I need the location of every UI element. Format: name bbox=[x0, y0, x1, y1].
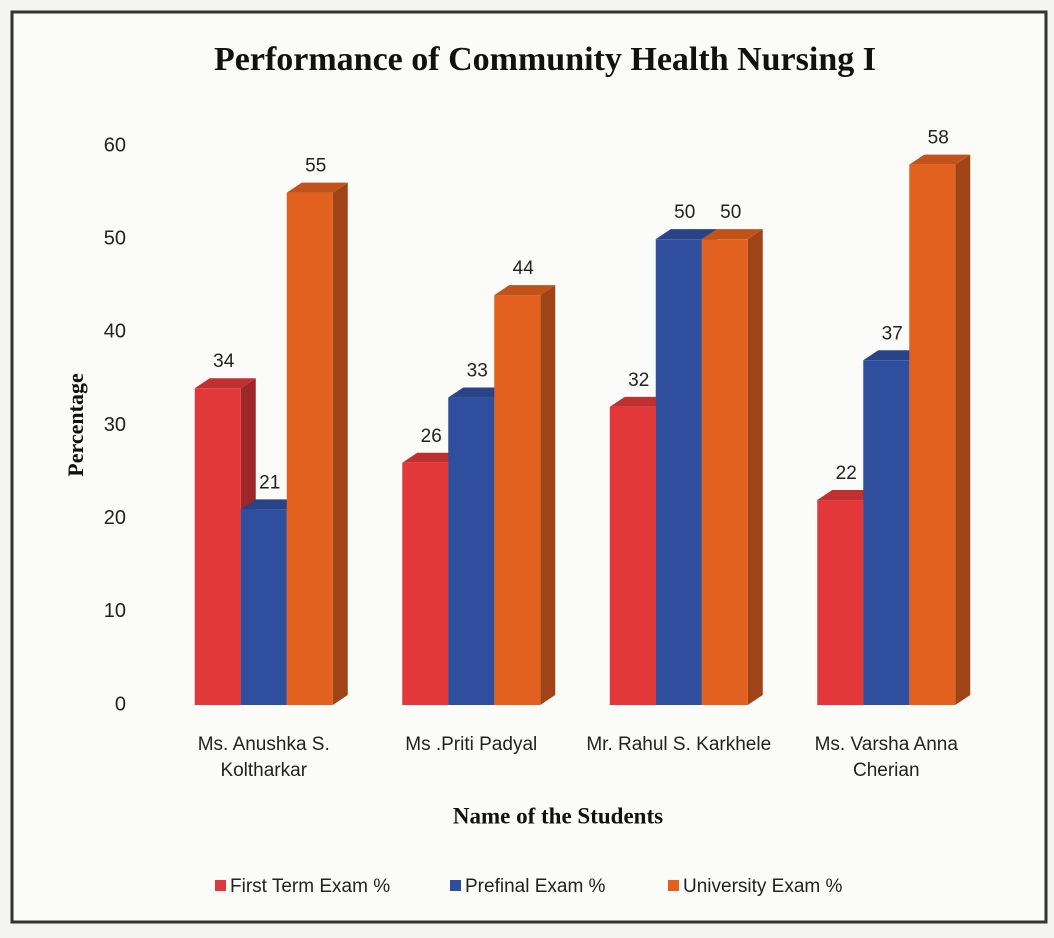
data-label: 58 bbox=[928, 128, 949, 149]
bar-top bbox=[286, 182, 348, 193]
bar bbox=[863, 360, 910, 705]
chart-title: Performance of Community Health Nursing … bbox=[214, 41, 876, 78]
legend-label: First Term Exam % bbox=[230, 876, 390, 897]
y-tick-label: 30 bbox=[104, 414, 126, 436]
y-axis-label: Percentage bbox=[63, 373, 88, 477]
bar bbox=[402, 462, 449, 705]
data-label: 55 bbox=[305, 156, 326, 177]
bar-top bbox=[240, 499, 302, 510]
bar-side bbox=[955, 154, 971, 706]
data-label: 34 bbox=[213, 351, 235, 372]
data-label: 22 bbox=[836, 463, 857, 484]
data-label: 33 bbox=[467, 361, 488, 382]
y-tick-label: 60 bbox=[104, 134, 126, 156]
x-tick-label: Ms. Varsha Anna Cherian bbox=[814, 734, 958, 781]
bar bbox=[609, 406, 656, 705]
bar bbox=[817, 500, 864, 705]
bar bbox=[909, 164, 956, 706]
bar bbox=[194, 388, 241, 705]
bar-top bbox=[448, 387, 510, 398]
bar-side bbox=[747, 229, 763, 705]
bar-top bbox=[701, 229, 763, 240]
bar-top bbox=[494, 285, 556, 296]
data-label: 44 bbox=[513, 258, 535, 279]
bar bbox=[286, 192, 333, 706]
bar-top bbox=[909, 154, 971, 165]
bar-side bbox=[332, 182, 348, 706]
bar-side bbox=[540, 285, 556, 705]
data-label: 50 bbox=[720, 202, 741, 223]
bar bbox=[701, 239, 748, 705]
legend-swatch bbox=[215, 880, 226, 891]
bar-top bbox=[402, 452, 464, 463]
bar bbox=[494, 295, 541, 705]
data-label: 37 bbox=[882, 323, 903, 344]
y-tick-label: 0 bbox=[115, 693, 126, 715]
bar-top bbox=[194, 378, 256, 389]
legend-swatch bbox=[668, 880, 679, 891]
y-tick-label: 40 bbox=[104, 321, 126, 343]
legend-swatch bbox=[450, 880, 461, 891]
y-tick-label: 20 bbox=[104, 507, 126, 529]
x-tick-label: Mr. Rahul S. Karkhele bbox=[586, 734, 772, 755]
x-axis-label: Name of the Students bbox=[453, 803, 663, 828]
legend-label: University Exam % bbox=[683, 876, 843, 897]
x-tick-label: Ms .Priti Padyal bbox=[405, 734, 538, 755]
data-label: 32 bbox=[628, 370, 649, 391]
bar-top bbox=[655, 229, 717, 240]
bar bbox=[655, 239, 702, 705]
bar bbox=[240, 509, 287, 705]
y-tick-label: 50 bbox=[104, 227, 126, 249]
bar bbox=[448, 397, 495, 705]
y-tick-label: 10 bbox=[104, 600, 126, 622]
data-label: 26 bbox=[421, 426, 442, 447]
data-label: 21 bbox=[259, 472, 280, 493]
bar-top bbox=[609, 396, 671, 407]
bar-top bbox=[817, 490, 879, 501]
legend-label: Prefinal Exam % bbox=[465, 876, 606, 897]
x-tick-label: Ms. Anushka S. Koltharkar bbox=[197, 734, 330, 781]
data-label: 50 bbox=[674, 202, 695, 223]
bar-top bbox=[863, 350, 925, 361]
